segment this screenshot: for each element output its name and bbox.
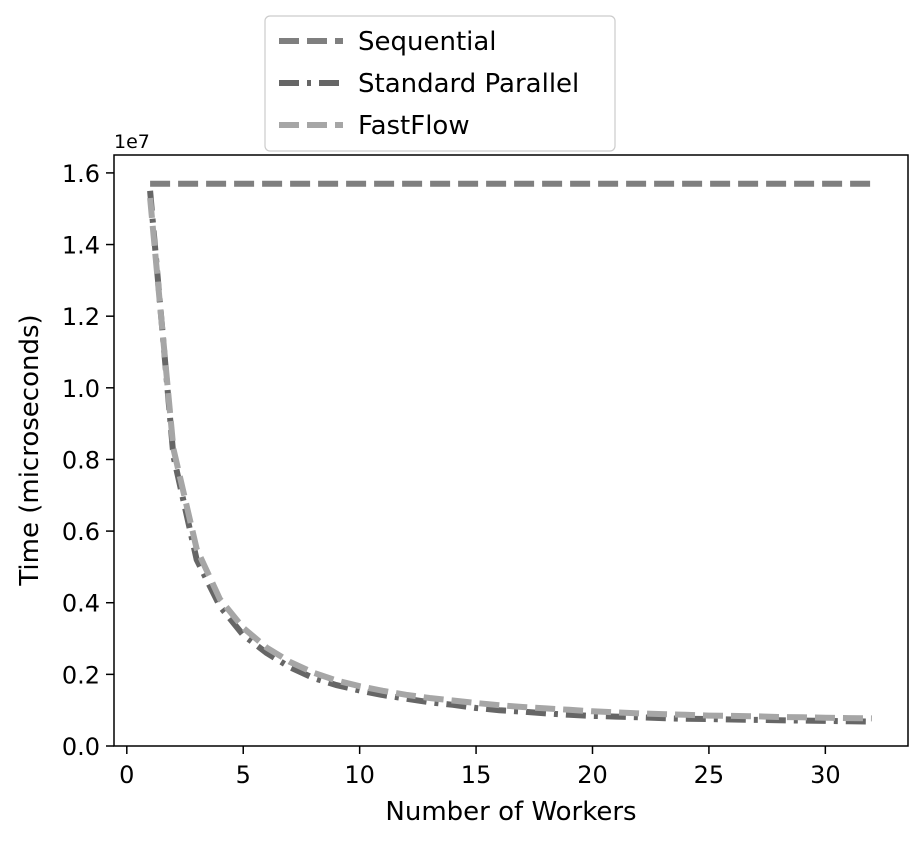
y-tick-label: 1.6 [62, 160, 100, 188]
series-line-2 [147, 190, 872, 725]
y-axis-ticks: 0.0 0.2 0.4 0.6 0.8 1.0 1.2 1.4 1.6 [62, 160, 114, 761]
x-tick-label: 10 [344, 761, 375, 789]
legend-frame [264, 15, 616, 152]
legend-label-3: FastFlow [358, 111, 470, 141]
y-tick-label: 1.2 [62, 303, 100, 331]
legend: Sequential Standard Parallel FastFlow [264, 15, 616, 152]
y-tick-label: 1.4 [62, 232, 100, 260]
y-tick-label: 0.2 [62, 661, 100, 689]
series-line-3 [147, 197, 872, 722]
y-offset-label: 1e7 [114, 131, 150, 153]
x-tick-label: 15 [461, 761, 492, 789]
series-layer [147, 180, 872, 725]
x-tick-label: 25 [694, 761, 725, 789]
y-tick-label: 0.0 [62, 733, 100, 761]
y-tick-label: 0.6 [62, 518, 100, 546]
x-axis-ticks: 0 5 10 15 20 25 30 [119, 746, 841, 789]
y-axis-label: Time (microseconds) [15, 314, 45, 586]
y-tick-label: 0.4 [62, 590, 100, 618]
legend-label-2: Standard Parallel [358, 69, 579, 99]
x-tick-label: 20 [577, 761, 608, 789]
x-axis-label: Number of Workers [385, 797, 636, 827]
y-tick-label: 0.8 [62, 446, 100, 474]
x-tick-label: 5 [236, 761, 251, 789]
x-tick-label: 30 [810, 761, 841, 789]
y-tick-label: 1.0 [62, 375, 100, 403]
x-tick-label: 0 [119, 761, 134, 789]
plot-frame [113, 154, 909, 747]
legend-label-1: Sequential [358, 27, 497, 57]
